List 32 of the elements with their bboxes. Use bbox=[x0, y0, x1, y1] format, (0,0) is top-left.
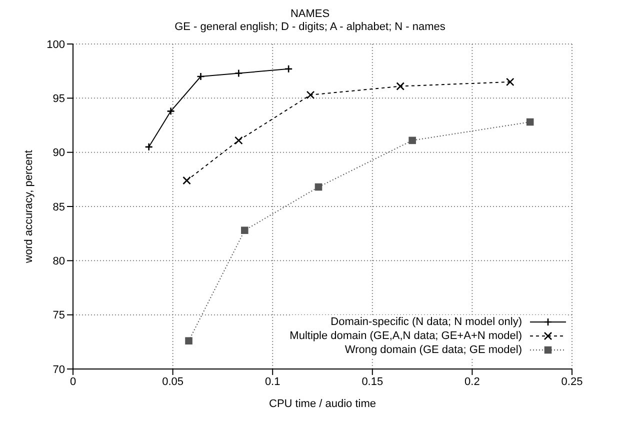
x-tick-label: 0.2 bbox=[464, 376, 480, 388]
x-tick-label: 0 bbox=[70, 376, 76, 388]
point bbox=[396, 82, 404, 90]
x-tick-label: 0.1 bbox=[264, 376, 280, 388]
point bbox=[284, 64, 293, 74]
y-tick-label: 85 bbox=[52, 201, 65, 214]
point bbox=[306, 90, 315, 100]
x-tick-label: 0.25 bbox=[561, 376, 583, 388]
chart-title: NAMES bbox=[289, 8, 331, 21]
point bbox=[506, 78, 514, 86]
y-tick-label: 75 bbox=[52, 310, 65, 322]
y-tick-label: 100 bbox=[46, 38, 65, 51]
y-tick-label: 80 bbox=[52, 256, 65, 268]
x-axis-title: CPU time / audio time bbox=[269, 398, 376, 410]
x-tick-label: 0.15 bbox=[362, 376, 384, 388]
point bbox=[234, 136, 243, 145]
point bbox=[408, 136, 416, 144]
legend-label: Multiple domain (GE,A,N data; GE+A+N model) bbox=[290, 329, 522, 343]
legend-label: Wrong domain (GE data; GE model) bbox=[344, 343, 522, 357]
point bbox=[182, 176, 191, 185]
point bbox=[314, 183, 322, 191]
point bbox=[526, 118, 534, 126]
point bbox=[144, 142, 153, 152]
x-tick-label: 0.05 bbox=[162, 376, 184, 388]
chart-subtitle: GE - general english; D - digits; A - alphabet; N - names bbox=[174, 21, 446, 34]
y-tick-label: 90 bbox=[52, 147, 65, 160]
y-tick-label: 70 bbox=[52, 364, 65, 376]
legend-label: Domain-specific (N data; N model only) bbox=[330, 315, 522, 329]
y-tick-label: 95 bbox=[52, 93, 65, 106]
point bbox=[185, 337, 192, 344]
y-axis-title: word accuracy, percent bbox=[22, 150, 35, 264]
point bbox=[241, 226, 248, 234]
